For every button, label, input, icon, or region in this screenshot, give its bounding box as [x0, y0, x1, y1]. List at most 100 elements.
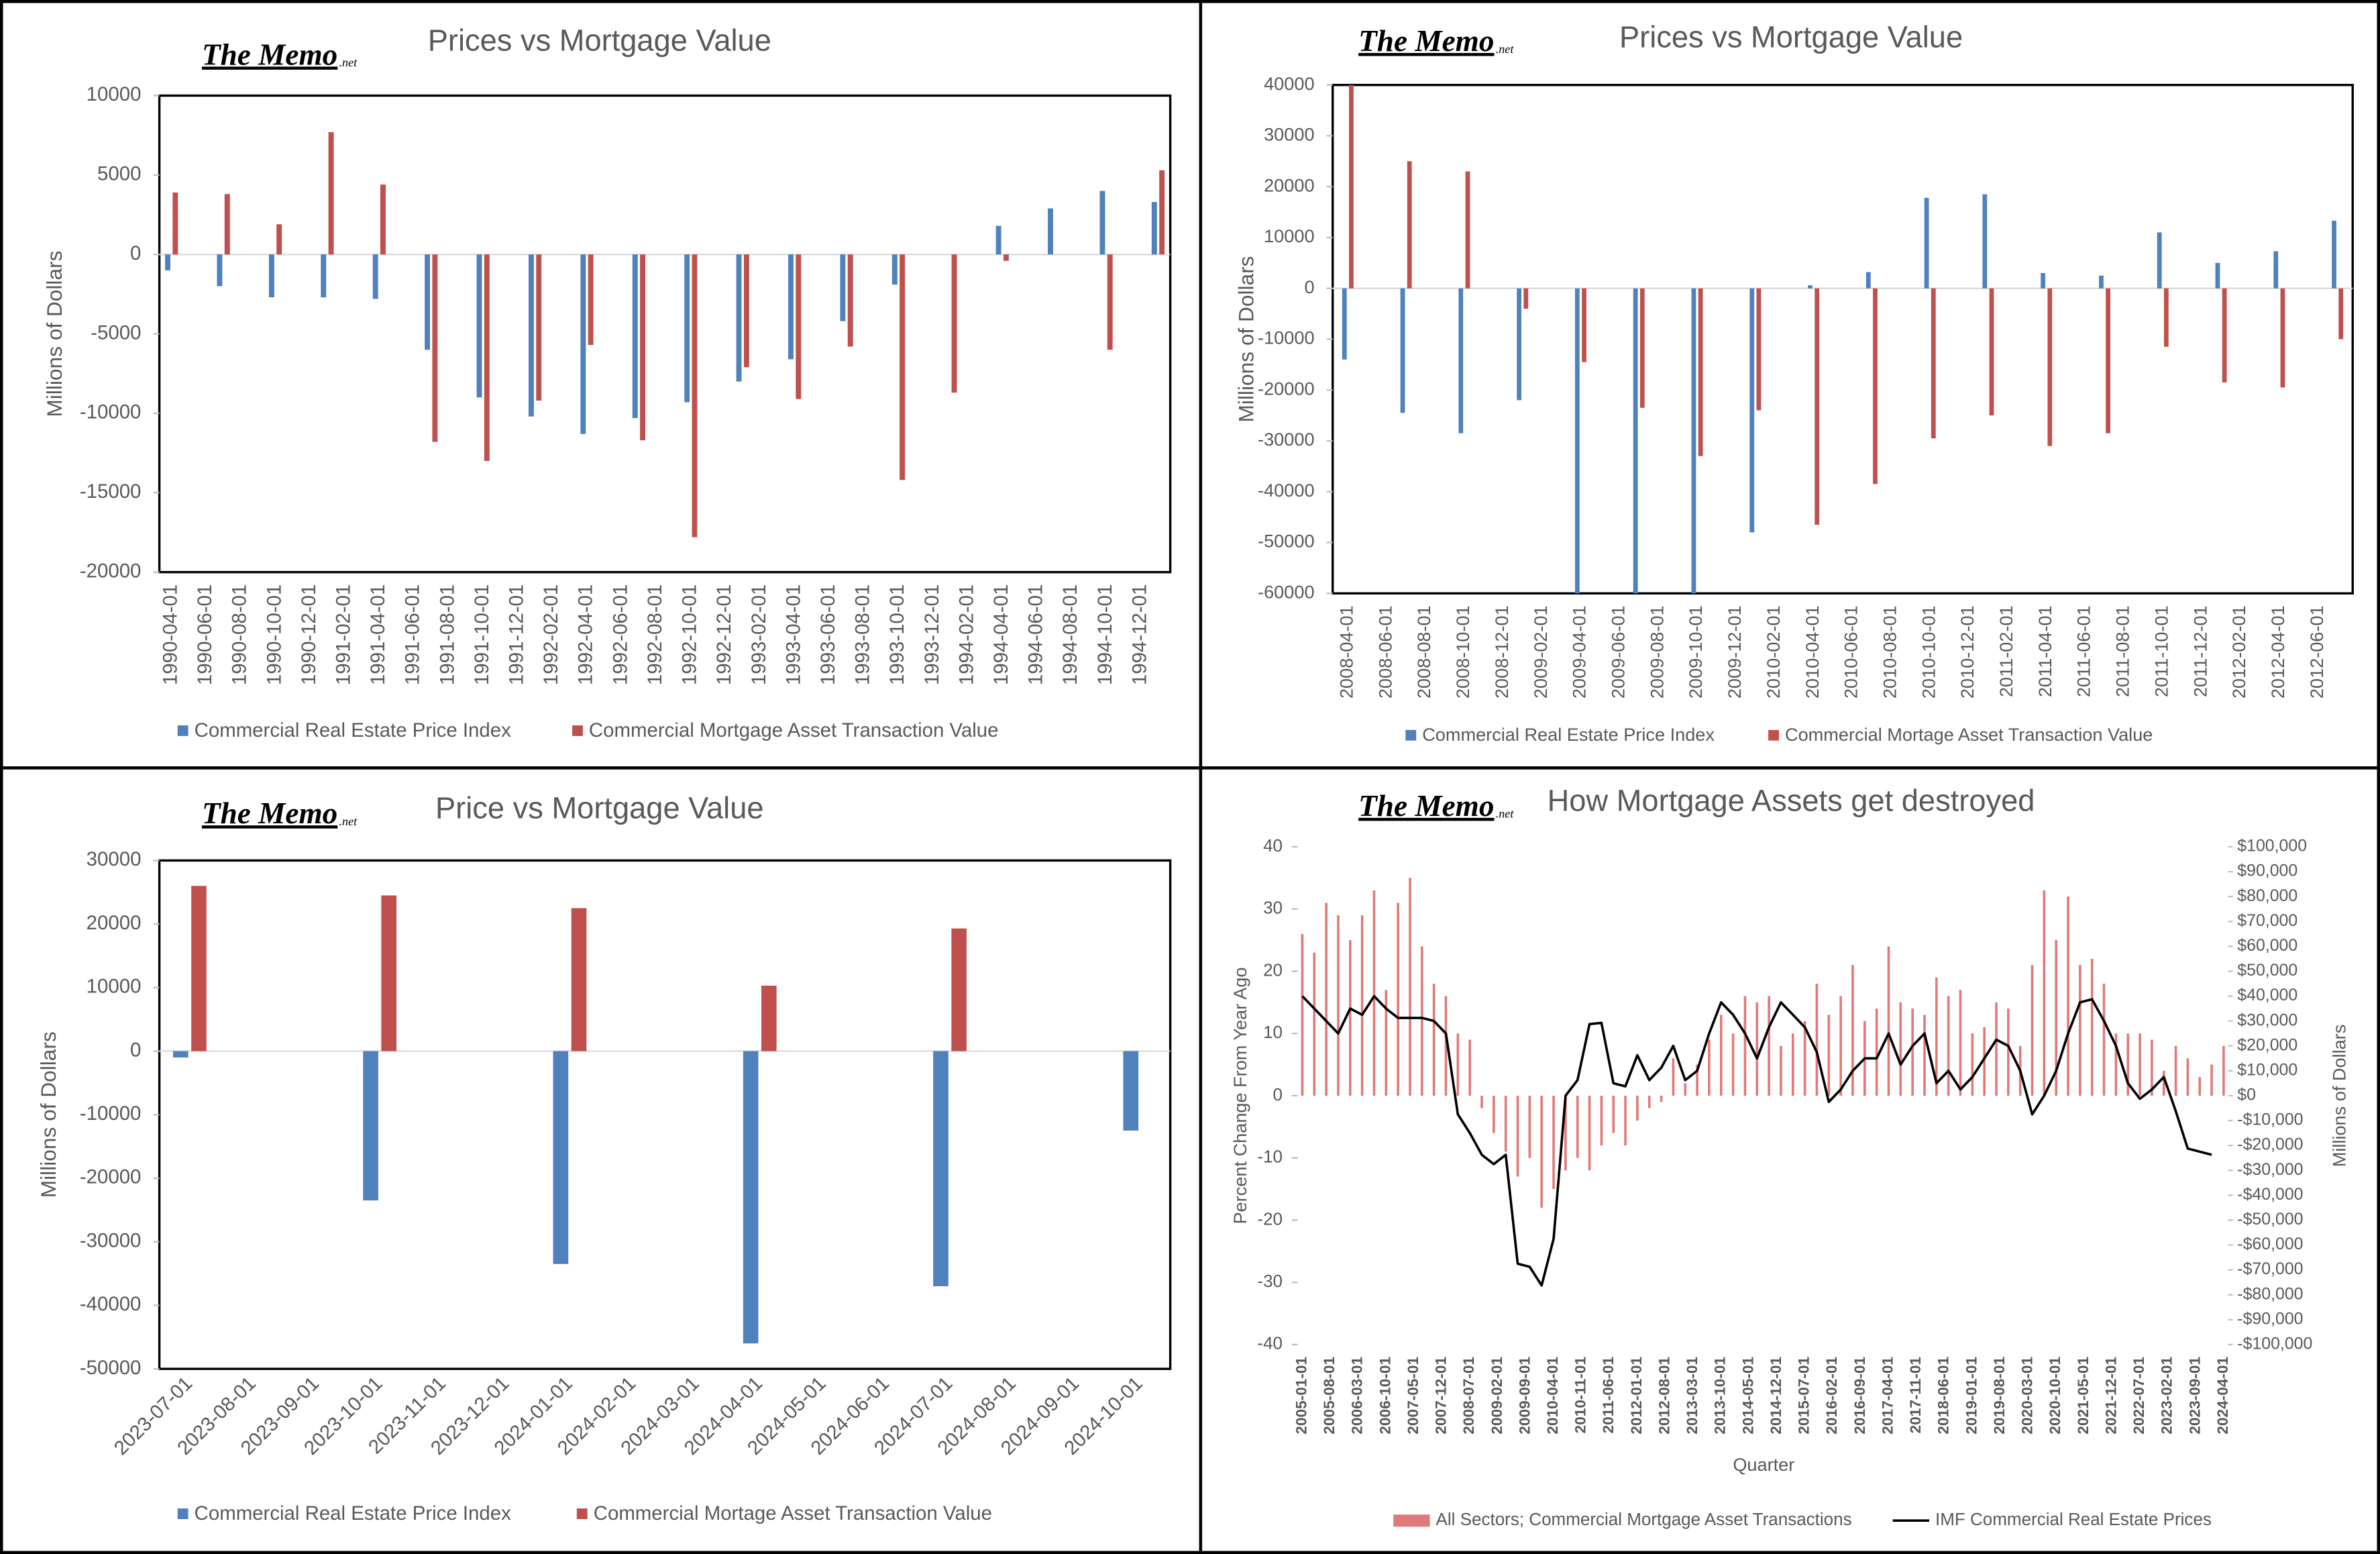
bar: [1301, 933, 1304, 1096]
x-tick-label: 2008-07-01: [1460, 1357, 1477, 1435]
brand-suffix: .net: [1496, 807, 1515, 821]
x-tick-label: 2009-04-01: [1569, 605, 1590, 698]
bar: [632, 254, 638, 419]
bar: [1349, 85, 1354, 289]
x-tick-label: 2017-11-01: [1907, 1357, 1924, 1433]
bar: [2198, 1077, 2202, 1096]
bar: [743, 254, 749, 368]
bar: [951, 928, 967, 1051]
bar: [951, 254, 957, 393]
y-tick-label: 0: [130, 242, 141, 264]
bar: [1672, 1058, 1675, 1096]
y-tick-label: 40000: [1264, 73, 1314, 94]
bar: [1708, 1039, 1711, 1096]
legend-label: Commercial Mortgage Asset Transaction Va…: [589, 719, 999, 741]
bar: [1636, 1095, 1639, 1121]
bar: [1372, 890, 1376, 1096]
y2-tick-label: $10,000: [2237, 1060, 2297, 1079]
x-tick-label: 2008-06-01: [1374, 605, 1395, 698]
bar: [847, 254, 853, 347]
bar: [2273, 251, 2279, 289]
x-tick-label: 2011-02-01: [1996, 605, 2016, 697]
brand-logo: The Memo: [1358, 789, 1494, 823]
bar: [840, 254, 846, 321]
x-tick-label: 2019-08-01: [1991, 1357, 2008, 1435]
x-tick-label: 1993-04-01: [782, 584, 804, 685]
y2-tick-label: $30,000: [2237, 1011, 2297, 1029]
legend-label: Commercial Mortage Asset Transaction Val…: [594, 1502, 992, 1524]
x-axis-label: Quarter: [1733, 1454, 1794, 1475]
x-tick-label: 2006-03-01: [1349, 1357, 1366, 1435]
bar: [1755, 1002, 1759, 1096]
y2-tick-label: -$100,000: [2237, 1334, 2312, 1353]
x-tick-label: 1993-12-01: [921, 584, 943, 685]
bar: [1400, 288, 1405, 413]
bar: [2055, 940, 2058, 1096]
bar: [1123, 1051, 1139, 1131]
x-tick-label: 2011-06-01: [1600, 1357, 1617, 1433]
bar: [1624, 1095, 1627, 1146]
bar: [1815, 288, 1820, 525]
bar: [380, 185, 386, 255]
bar: [2151, 1039, 2153, 1096]
bar: [2079, 965, 2081, 1096]
bar: [1756, 288, 1762, 411]
bar: [372, 254, 378, 299]
bar: [1971, 1033, 1974, 1096]
y-tick-label: 20000: [87, 912, 142, 934]
y-axis-label: Millions of Dollars: [42, 251, 66, 417]
bar: [1159, 170, 1165, 255]
y-tick-label: -20000: [80, 560, 142, 582]
x-tick-label: 2011-04-01: [2035, 605, 2055, 697]
bar: [1719, 1015, 1723, 1096]
y2-tick-label: $100,000: [2237, 837, 2307, 856]
bar: [1465, 171, 1470, 289]
bar: [2043, 890, 2046, 1096]
x-tick-label: 2012-06-01: [2306, 605, 2327, 698]
bar: [1698, 288, 1703, 456]
bar: [933, 1051, 949, 1286]
x-tick-label: 2007-05-01: [1405, 1357, 1421, 1435]
x-tick-label: 2010-12-01: [1957, 605, 1978, 698]
bar: [1480, 1095, 1483, 1108]
bar: [1493, 1095, 1495, 1133]
bar: [2126, 1033, 2130, 1096]
bar: [1827, 1015, 1831, 1096]
y2-tick-label: $80,000: [2237, 886, 2297, 905]
bar: [2222, 1045, 2225, 1096]
x-tick-label: 2010-10-01: [1918, 605, 1939, 698]
x-tick-label: 2009-08-01: [1646, 605, 1667, 698]
x-tick-label: 2012-04-01: [2267, 605, 2288, 698]
x-tick-label: 1994-10-01: [1094, 584, 1116, 685]
chart-title: Price vs Mortgage Value: [435, 791, 764, 825]
legend-swatch: [1768, 729, 1779, 741]
y-tick-label: 40: [1263, 835, 1283, 856]
bar: [1839, 996, 1842, 1096]
x-tick-label: 1990-10-01: [263, 584, 285, 685]
chart-title: Prices vs Mortgage Value: [428, 23, 771, 57]
bar: [1523, 288, 1529, 309]
legend-label: All Sectors; Commercial Mortgage Asset T…: [1436, 1509, 1852, 1529]
bar: [2067, 896, 2069, 1096]
bar: [2215, 262, 2220, 289]
bar: [553, 1051, 569, 1264]
bar: [217, 254, 223, 287]
y-tick-label: -5000: [91, 321, 141, 344]
y-tick-label: -20: [1257, 1208, 1283, 1229]
bar: [432, 254, 438, 442]
x-tick-label: 2010-02-01: [1763, 605, 1784, 698]
y2-tick-label: -$10,000: [2237, 1110, 2303, 1129]
bar: [2047, 288, 2053, 446]
x-tick-label: 2019-01-01: [1963, 1357, 1980, 1435]
x-tick-label: 2012-01-01: [1628, 1357, 1645, 1435]
x-tick-label: 1994-08-01: [1059, 584, 1081, 685]
bar: [1107, 254, 1113, 350]
x-tick-label: 2008-10-01: [1452, 605, 1473, 698]
legend-label: Commercial Real Estate Price Index: [1422, 724, 1715, 745]
bar: [1576, 1095, 1579, 1158]
y-tick-label: -10000: [80, 1102, 142, 1125]
y-tick-label: -40: [1257, 1333, 1283, 1353]
